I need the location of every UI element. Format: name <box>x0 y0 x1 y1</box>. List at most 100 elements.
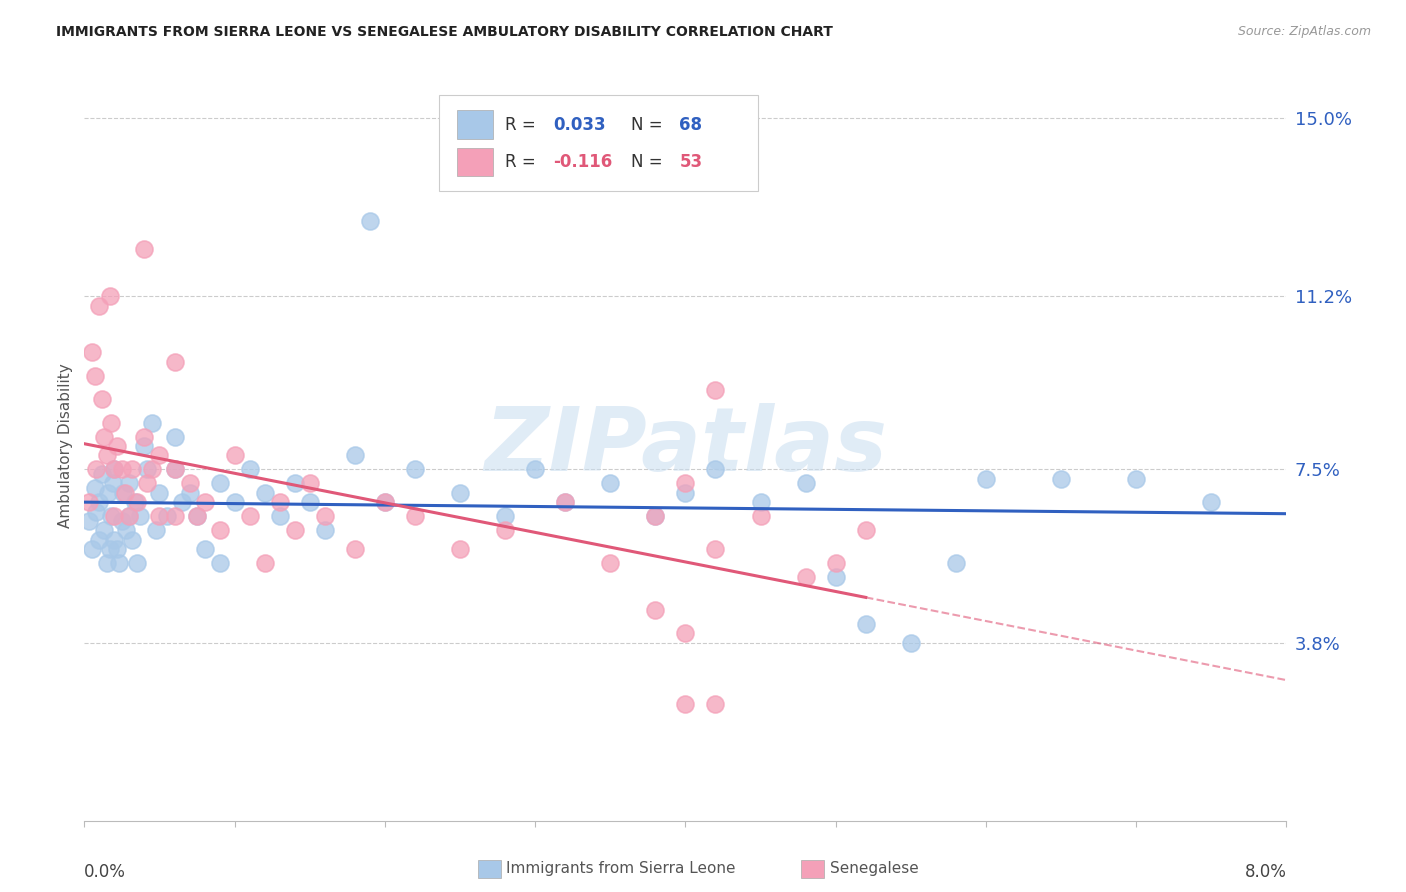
Point <box>186 509 208 524</box>
Point <box>374 495 396 509</box>
Point <box>98 541 121 557</box>
Point <box>163 430 186 444</box>
Point <box>239 462 262 476</box>
Point <box>253 485 276 500</box>
Point <box>179 476 201 491</box>
Point <box>141 416 163 430</box>
Point <box>111 514 134 528</box>
Point <box>86 462 108 476</box>
Point <box>129 509 152 524</box>
Point <box>103 509 125 524</box>
Text: 53: 53 <box>679 153 703 171</box>
Point <box>101 476 124 491</box>
Point <box>136 462 159 476</box>
Point <box>125 556 148 570</box>
Point <box>704 383 727 397</box>
Text: N =: N = <box>631 153 668 171</box>
Point <box>145 523 167 537</box>
Point <box>86 505 108 519</box>
Point <box>284 476 307 491</box>
Point <box>93 430 115 444</box>
Point <box>1050 472 1073 486</box>
Point <box>83 368 105 383</box>
Point <box>163 509 186 524</box>
Point <box>314 509 336 524</box>
FancyBboxPatch shape <box>439 95 758 191</box>
Text: Senegalese: Senegalese <box>830 862 918 876</box>
Text: Source: ZipAtlas.com: Source: ZipAtlas.com <box>1237 25 1371 38</box>
Point <box>118 509 141 524</box>
Point <box>80 541 103 557</box>
Point <box>599 556 621 570</box>
Point <box>404 509 426 524</box>
Point <box>83 481 105 495</box>
Point <box>186 509 208 524</box>
Point <box>269 495 291 509</box>
Point <box>208 476 231 491</box>
Point <box>118 476 141 491</box>
Point <box>89 298 111 313</box>
Point <box>77 495 100 509</box>
Point <box>374 495 396 509</box>
Point <box>163 355 186 369</box>
Point <box>148 509 170 524</box>
Point <box>121 533 143 547</box>
Text: 0.0%: 0.0% <box>84 863 127 880</box>
Point <box>855 523 877 537</box>
Text: R =: R = <box>505 116 541 134</box>
Point <box>794 476 817 491</box>
Point <box>100 509 122 524</box>
Point <box>89 533 111 547</box>
Point <box>118 509 141 524</box>
Y-axis label: Ambulatory Disability: Ambulatory Disability <box>58 364 73 528</box>
Text: 68: 68 <box>679 116 703 134</box>
Point <box>824 556 846 570</box>
Point <box>163 462 186 476</box>
Point <box>269 509 291 524</box>
Point <box>404 462 426 476</box>
Point <box>343 449 366 463</box>
Point <box>794 570 817 584</box>
Point <box>107 541 129 557</box>
Point <box>91 467 114 482</box>
Point <box>644 509 666 524</box>
Point <box>974 472 997 486</box>
Point <box>141 462 163 476</box>
Point <box>749 509 772 524</box>
Point <box>96 449 118 463</box>
Point <box>644 603 666 617</box>
Point <box>125 495 148 509</box>
Point <box>148 449 170 463</box>
Text: 8.0%: 8.0% <box>1244 863 1286 880</box>
Point <box>239 509 262 524</box>
Point <box>343 541 366 557</box>
Point <box>156 509 179 524</box>
Point <box>494 523 516 537</box>
Point <box>208 556 231 570</box>
Point <box>449 485 471 500</box>
Point <box>163 462 186 476</box>
Point <box>675 697 697 711</box>
Point <box>103 533 125 547</box>
Point <box>136 476 159 491</box>
Point <box>114 485 136 500</box>
Point <box>148 485 170 500</box>
Point <box>900 635 922 649</box>
Point <box>253 556 276 570</box>
Point <box>134 439 156 453</box>
Text: -0.116: -0.116 <box>553 153 613 171</box>
FancyBboxPatch shape <box>457 148 494 177</box>
Point <box>100 416 122 430</box>
Point <box>554 495 576 509</box>
Point <box>675 485 697 500</box>
Point <box>1201 495 1223 509</box>
Point <box>121 462 143 476</box>
Point <box>524 462 547 476</box>
Point <box>107 439 129 453</box>
Point <box>314 523 336 537</box>
Text: 0.033: 0.033 <box>553 116 606 134</box>
Point <box>179 485 201 500</box>
Point <box>855 617 877 632</box>
Point <box>359 214 381 228</box>
Point <box>194 541 217 557</box>
